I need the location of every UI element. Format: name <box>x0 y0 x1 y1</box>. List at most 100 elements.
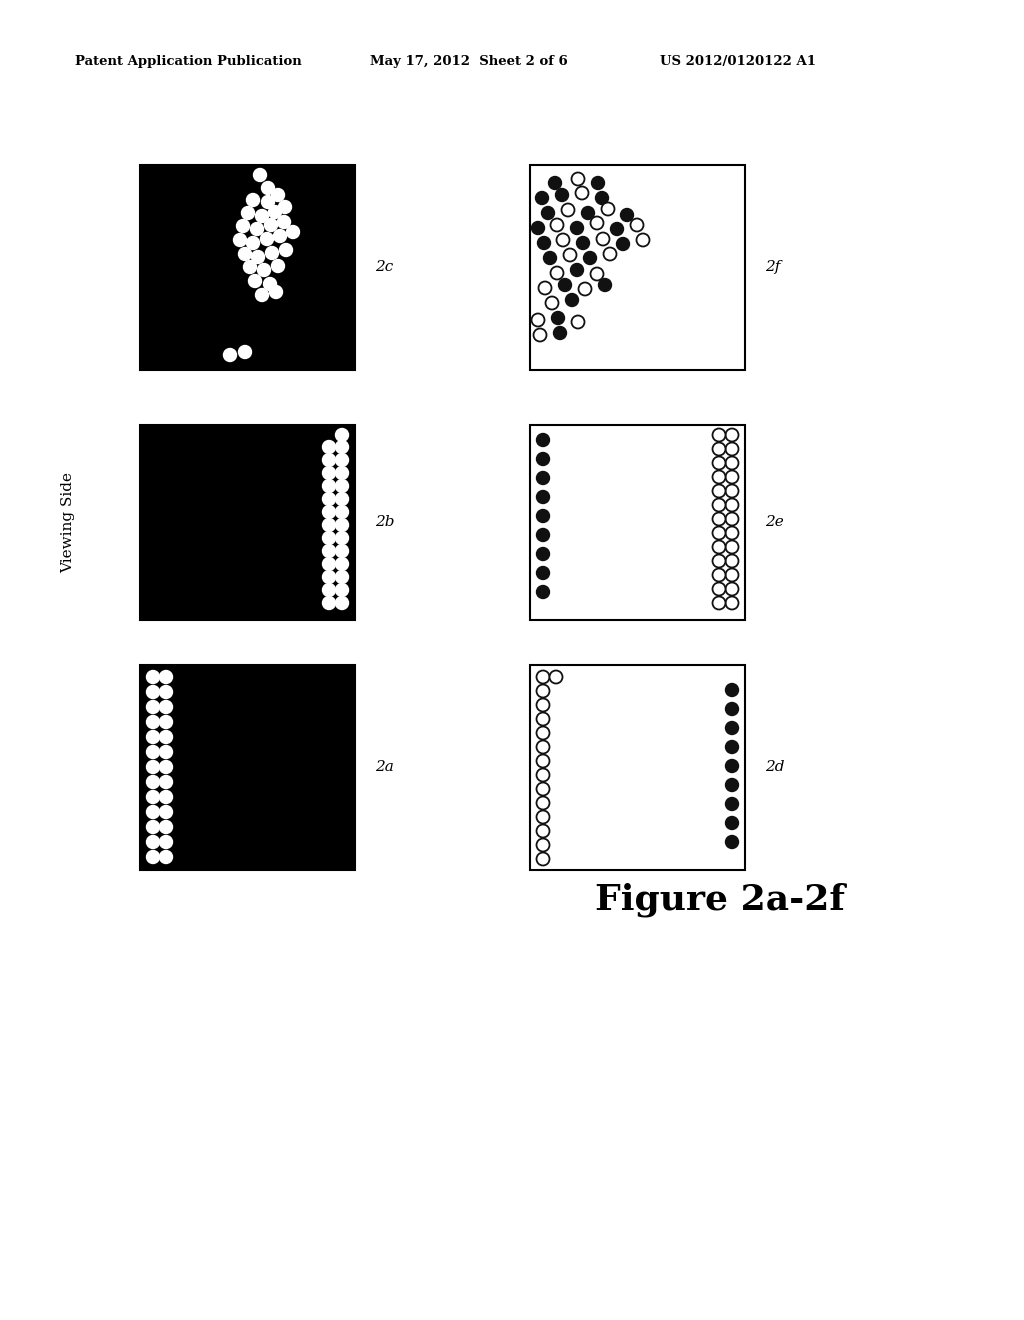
Text: Figure 2a-2f: Figure 2a-2f <box>595 883 845 917</box>
Circle shape <box>323 466 336 479</box>
Circle shape <box>538 236 551 249</box>
Circle shape <box>336 466 348 479</box>
Circle shape <box>249 275 261 288</box>
Circle shape <box>257 264 270 276</box>
Text: 2b: 2b <box>375 515 394 529</box>
Circle shape <box>725 512 738 525</box>
Circle shape <box>160 701 172 714</box>
Circle shape <box>537 755 550 767</box>
Circle shape <box>570 222 584 235</box>
Circle shape <box>244 260 256 273</box>
Circle shape <box>146 746 160 759</box>
Circle shape <box>713 597 725 610</box>
Circle shape <box>251 223 263 235</box>
Circle shape <box>146 730 160 743</box>
Circle shape <box>264 219 278 231</box>
Circle shape <box>592 177 604 190</box>
Circle shape <box>260 232 273 246</box>
Circle shape <box>637 234 649 247</box>
Circle shape <box>287 226 299 239</box>
Circle shape <box>160 730 172 743</box>
Circle shape <box>555 189 568 202</box>
Circle shape <box>713 582 725 595</box>
Circle shape <box>323 479 336 492</box>
Circle shape <box>551 219 563 231</box>
Circle shape <box>271 189 285 202</box>
Circle shape <box>239 248 252 260</box>
Text: Viewing Side: Viewing Side <box>61 473 75 573</box>
Circle shape <box>336 583 348 597</box>
Circle shape <box>550 671 562 684</box>
Circle shape <box>146 791 160 804</box>
Circle shape <box>601 202 614 215</box>
Circle shape <box>537 810 550 824</box>
Bar <box>140 665 355 870</box>
Circle shape <box>571 173 585 186</box>
Circle shape <box>575 186 589 199</box>
Circle shape <box>713 540 725 553</box>
Circle shape <box>261 195 274 209</box>
Bar <box>140 425 355 620</box>
Text: 2e: 2e <box>765 515 783 529</box>
Circle shape <box>725 569 738 582</box>
Circle shape <box>537 453 550 466</box>
Circle shape <box>252 251 264 264</box>
Circle shape <box>336 557 348 570</box>
Circle shape <box>323 454 336 466</box>
Circle shape <box>323 519 336 532</box>
Circle shape <box>549 177 561 190</box>
Circle shape <box>537 471 550 484</box>
Circle shape <box>616 238 630 251</box>
Circle shape <box>146 821 160 833</box>
Circle shape <box>563 248 577 261</box>
Circle shape <box>582 206 595 219</box>
Circle shape <box>247 194 259 206</box>
Bar <box>530 665 745 870</box>
Circle shape <box>565 293 579 306</box>
Circle shape <box>323 597 336 610</box>
Circle shape <box>254 169 266 181</box>
Circle shape <box>336 570 348 583</box>
Circle shape <box>537 548 550 561</box>
Circle shape <box>261 181 274 194</box>
Circle shape <box>537 713 550 726</box>
Circle shape <box>336 532 348 544</box>
Circle shape <box>725 722 738 734</box>
Circle shape <box>269 285 283 298</box>
Circle shape <box>146 776 160 788</box>
Circle shape <box>537 796 550 809</box>
Circle shape <box>336 519 348 532</box>
Circle shape <box>539 281 552 294</box>
Circle shape <box>725 442 738 455</box>
Circle shape <box>556 234 569 247</box>
Circle shape <box>544 252 556 264</box>
Circle shape <box>242 206 255 219</box>
Circle shape <box>537 726 550 739</box>
Circle shape <box>160 836 172 849</box>
Circle shape <box>537 586 550 598</box>
Circle shape <box>603 248 616 260</box>
Circle shape <box>725 554 738 568</box>
Circle shape <box>725 470 738 483</box>
Circle shape <box>268 206 282 219</box>
Circle shape <box>713 484 725 498</box>
Circle shape <box>725 684 738 697</box>
Circle shape <box>554 326 566 339</box>
Circle shape <box>160 671 172 684</box>
Circle shape <box>537 528 550 541</box>
Circle shape <box>233 234 247 247</box>
Circle shape <box>725 527 738 540</box>
Circle shape <box>537 698 550 711</box>
Circle shape <box>263 277 276 290</box>
Circle shape <box>596 191 608 205</box>
Circle shape <box>713 527 725 540</box>
Circle shape <box>336 479 348 492</box>
Circle shape <box>725 817 738 829</box>
Circle shape <box>536 191 549 205</box>
Circle shape <box>725 484 738 498</box>
Text: May 17, 2012  Sheet 2 of 6: May 17, 2012 Sheet 2 of 6 <box>370 55 567 69</box>
Circle shape <box>725 702 738 715</box>
Circle shape <box>725 741 738 754</box>
Circle shape <box>537 510 550 523</box>
Circle shape <box>537 741 550 754</box>
